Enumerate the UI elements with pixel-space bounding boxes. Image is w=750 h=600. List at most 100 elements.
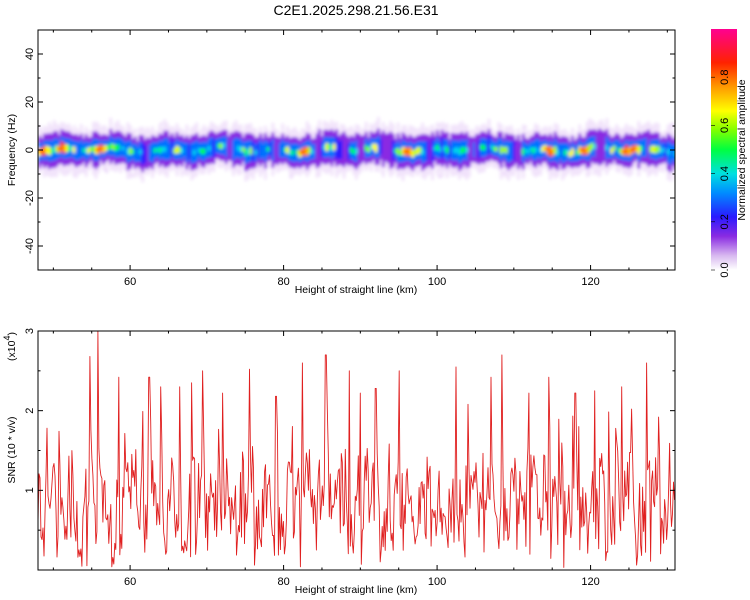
spectrogram-cell bbox=[519, 145, 523, 161]
spectrogram-cell bbox=[104, 145, 108, 152]
spectrogram-cell bbox=[391, 140, 395, 161]
spectrogram-cell bbox=[89, 146, 93, 152]
spectrogram-cell bbox=[266, 146, 270, 152]
snr-xtick-label: 80 bbox=[277, 576, 289, 588]
spectrogram-cell bbox=[369, 144, 373, 150]
spectrogram-cell bbox=[261, 142, 265, 159]
spectrogram-cell bbox=[182, 142, 186, 158]
snr-ylabel: SNR (10 * v/v) bbox=[6, 416, 18, 483]
snr-xtick-label: 60 bbox=[124, 576, 136, 588]
spectrogram-cell bbox=[590, 142, 594, 150]
spectrogram-hotspot bbox=[403, 150, 410, 154]
spectrogram-cell bbox=[359, 141, 363, 159]
spectrogram-cell bbox=[597, 135, 602, 159]
spectrogram-cell bbox=[615, 139, 619, 159]
spectrogram-cell bbox=[475, 139, 479, 158]
spectrogram-cell bbox=[541, 145, 545, 153]
spectrogram-cell bbox=[465, 147, 469, 153]
spectrogram-cell bbox=[195, 140, 199, 162]
spectrogram-cell bbox=[453, 148, 457, 154]
spectrogram-cell bbox=[74, 140, 78, 161]
spectrogram-cell bbox=[111, 143, 115, 150]
spectrogram-cell bbox=[126, 148, 130, 155]
spectrogram-cell bbox=[165, 138, 169, 161]
spectrogram-cell bbox=[187, 143, 191, 160]
spectrogram-cell bbox=[236, 145, 240, 151]
spectrogram-cell bbox=[212, 138, 216, 158]
spectrogram-cell bbox=[421, 149, 425, 156]
spectrogram-cell bbox=[418, 146, 422, 154]
spectrogram-cell bbox=[207, 145, 211, 152]
spectrogram-cell bbox=[617, 147, 621, 153]
spectrogram-cell bbox=[605, 145, 609, 151]
spectrogram-cell bbox=[222, 142, 226, 148]
spectrogram-cell bbox=[504, 146, 508, 154]
spectrogram-cell bbox=[219, 143, 223, 150]
spectrogram-cell bbox=[254, 150, 258, 155]
spectrogram-hotspot bbox=[629, 148, 636, 152]
spectrogram-cell bbox=[72, 146, 76, 154]
spectrogram-cell bbox=[249, 146, 253, 155]
spectrogram-cell bbox=[337, 141, 341, 160]
spectrogram-cell bbox=[158, 147, 162, 154]
spectrogram-cell bbox=[276, 142, 280, 160]
spectrogram-cell bbox=[354, 148, 358, 155]
spectrogram-cell bbox=[155, 147, 159, 152]
spectrogram-cell bbox=[352, 149, 356, 155]
spectrogram-cell bbox=[607, 140, 611, 158]
chart-title: C2E1.2025.298.21.56.E31 bbox=[273, 2, 438, 18]
spectrogram-cell bbox=[227, 140, 231, 156]
spectrogram-cell bbox=[651, 145, 656, 153]
spectrogram-cell bbox=[82, 148, 86, 153]
spectrogram-cell bbox=[65, 144, 69, 153]
spectrogram-cell bbox=[84, 147, 88, 154]
spectrogram-cell bbox=[430, 139, 435, 162]
spectrogram-cell bbox=[499, 145, 503, 155]
spectrogram-cell bbox=[649, 145, 653, 153]
spectrogram-cell bbox=[173, 148, 177, 154]
spectrogram-cell bbox=[497, 137, 501, 158]
spectrogram-cell bbox=[426, 141, 430, 161]
spectrogram-cell bbox=[526, 149, 530, 154]
spectrogram-cell bbox=[47, 146, 51, 156]
spectrogram-cell bbox=[511, 141, 516, 161]
spectrogram-cell bbox=[612, 145, 616, 151]
spectrogram-cell bbox=[472, 141, 476, 158]
spectrogram-cell bbox=[379, 138, 383, 155]
spectrogram-cell bbox=[494, 146, 498, 152]
spectrogram-cell bbox=[315, 140, 319, 162]
spectrogram-cell bbox=[141, 142, 145, 165]
spectrogram-cell bbox=[136, 146, 140, 162]
spectrogram-cell bbox=[664, 143, 668, 158]
spectrogram-cell bbox=[480, 144, 484, 151]
spectrogram-ytick-label: 0 bbox=[24, 147, 36, 153]
spectrogram-cell bbox=[470, 141, 474, 158]
spectrogram-cell bbox=[128, 147, 132, 155]
spectrogram-xtick-label: 60 bbox=[124, 276, 136, 288]
spectrogram-cell bbox=[529, 147, 533, 151]
spectrogram-cell bbox=[330, 144, 334, 152]
spectrogram-cell bbox=[381, 137, 385, 160]
spectrogram-cell bbox=[205, 141, 209, 159]
spectrogram-cell bbox=[661, 147, 665, 152]
spectrogram-cell bbox=[131, 149, 135, 155]
snr-scale-label: (x104) bbox=[2, 332, 18, 361]
spectrogram-cell bbox=[438, 147, 442, 152]
spectrogram-cell bbox=[286, 146, 290, 154]
spectrogram-cell bbox=[92, 146, 96, 153]
spectrogram-cell bbox=[170, 139, 174, 158]
spectrogram-cell bbox=[484, 138, 489, 156]
spectrogram-xtick-label: 120 bbox=[581, 276, 599, 288]
spectrogram-cell bbox=[639, 145, 643, 152]
spectrogram-cell bbox=[114, 144, 118, 152]
spectrogram-cell bbox=[457, 149, 462, 156]
spectrogram-cell bbox=[487, 135, 491, 156]
spectrogram-cell bbox=[669, 143, 673, 166]
spectrogram-cell bbox=[637, 145, 641, 155]
spectrogram-cell bbox=[77, 141, 81, 160]
spectrogram-cell bbox=[462, 146, 466, 153]
spectrogram-xlabel: Height of straight line (km) bbox=[295, 284, 418, 296]
spectrogram-cell bbox=[575, 149, 579, 156]
spectrogram-cell bbox=[335, 136, 339, 160]
spectrogram-hotspot bbox=[299, 150, 306, 154]
